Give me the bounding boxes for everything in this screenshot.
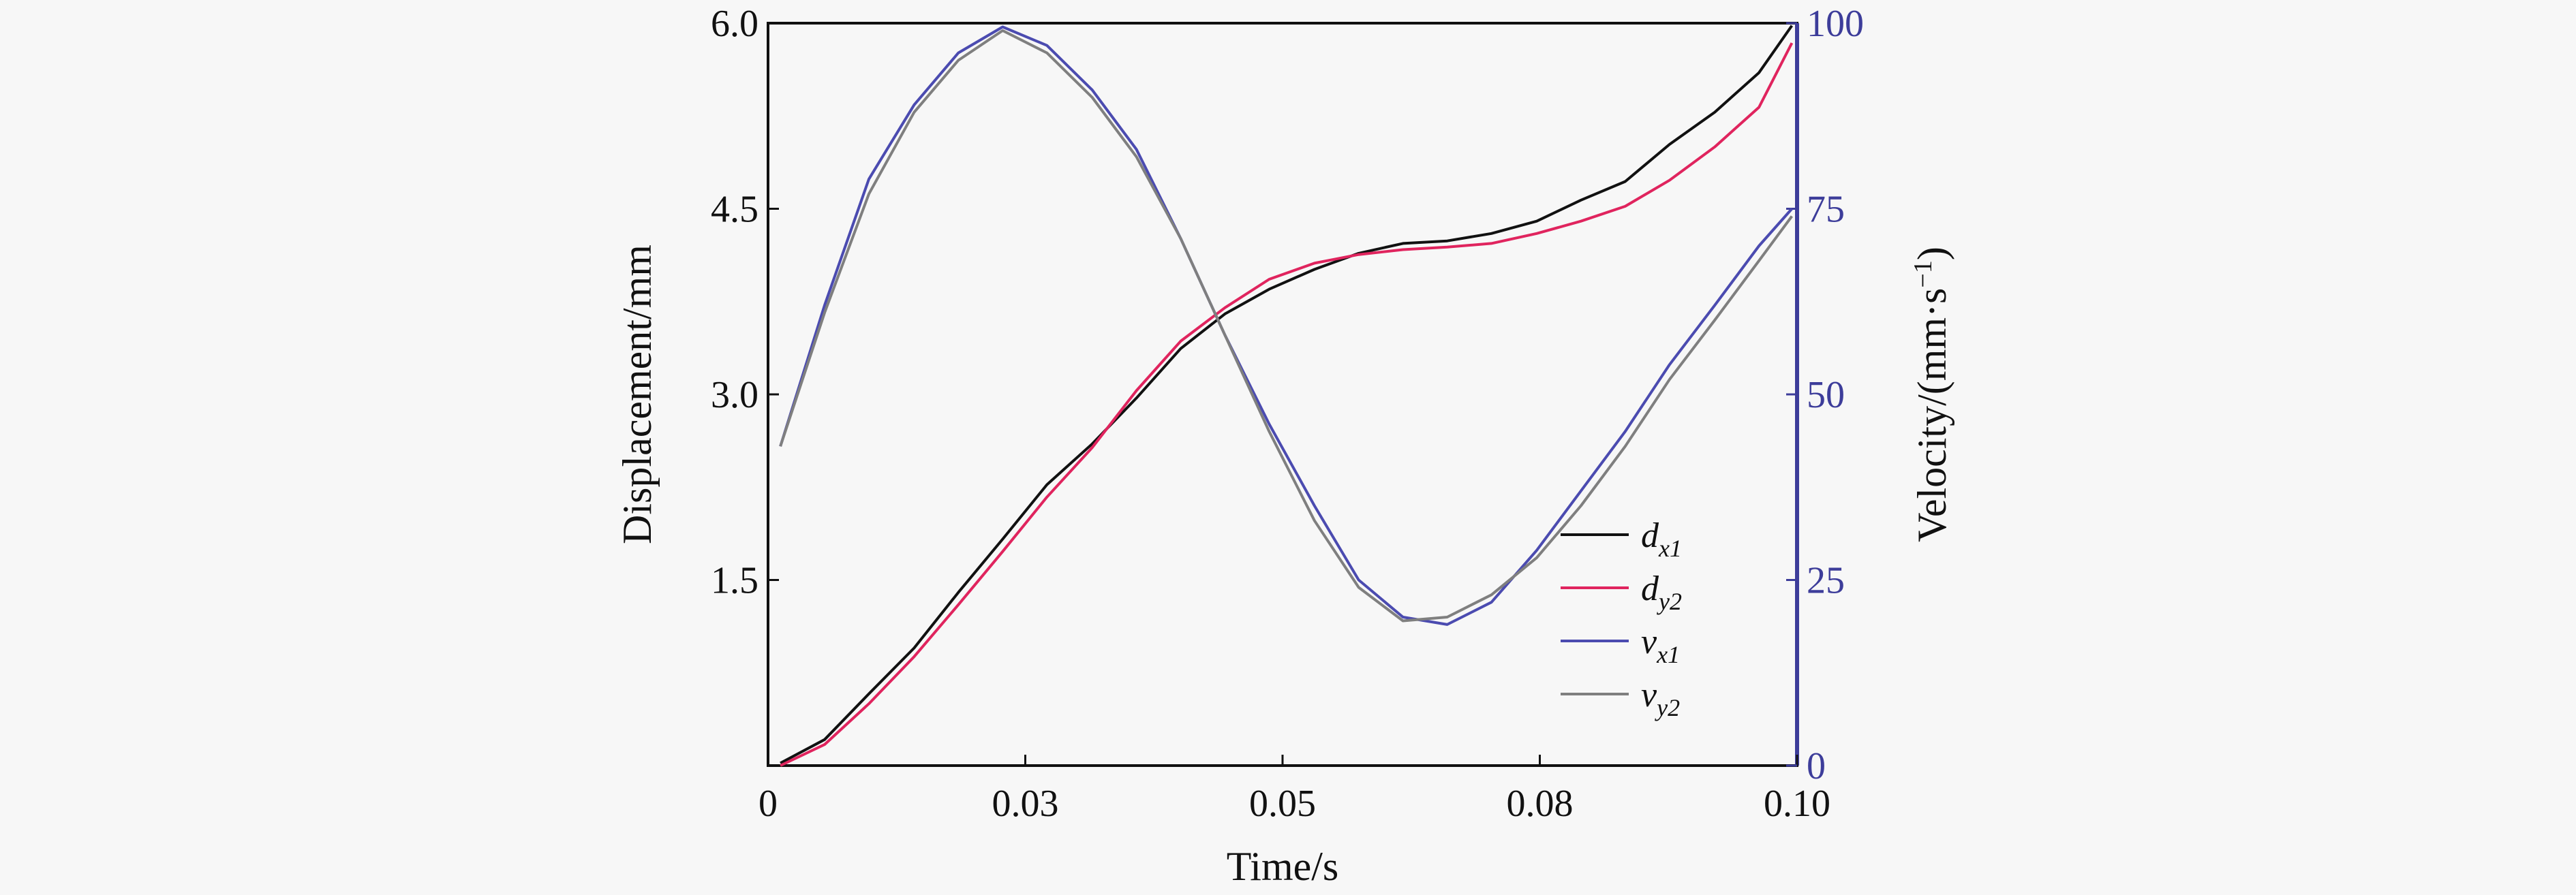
series-line-vy2 — [779, 29, 1794, 623]
legend-label-main: d — [1641, 569, 1659, 608]
series-line-vx1 — [779, 25, 1793, 626]
series-line-dx1 — [780, 25, 1794, 765]
y-right-axis-title: Velocity/(mm·s−1) — [1909, 247, 1954, 542]
y-left-tick-label: 3.0 — [711, 374, 758, 416]
legend-label-dy2: dy2 — [1641, 569, 1682, 615]
y-left-tick-label: 4.5 — [711, 189, 758, 231]
y-right-axis-title-sup: −1 — [1909, 260, 1937, 287]
y-right-tick-label: 25 — [1807, 560, 1845, 602]
legend-label-main: v — [1641, 676, 1657, 715]
y-right-tick-label: 50 — [1807, 374, 1845, 416]
x-tick-label: 0.10 — [1764, 783, 1830, 825]
y-right-tick-label: 75 — [1807, 189, 1845, 231]
y-right-tick-label: 0 — [1807, 745, 1826, 787]
y-right-tick-label: 100 — [1807, 3, 1864, 45]
legend-label-main: v — [1641, 623, 1657, 661]
legend-label-main: d — [1641, 516, 1659, 555]
y-left-tick-label: 1.5 — [711, 560, 758, 602]
y-left-tick-label: 6.0 — [711, 3, 758, 45]
x-tick-label: 0.03 — [992, 783, 1059, 825]
y-right-axis-title-main: Velocity/(mm·s — [1910, 288, 1954, 542]
series-group — [779, 25, 1794, 767]
legend-label-dx1: dx1 — [1641, 516, 1682, 562]
legend-label-sub: y2 — [1655, 694, 1680, 721]
tick-group: 0 0.03 0.05 0.08 0.10 1.5 3.0 4.5 6.0 0 25 50 75 100 — [711, 3, 1864, 825]
y-left-axis-title: Displacement/mm — [615, 245, 660, 544]
legend-label-vx1: vx1 — [1641, 623, 1680, 668]
legend-label-sub: x1 — [1656, 641, 1680, 668]
y-right-axis-title-close: ) — [1910, 247, 1954, 260]
x-axis-title: Time/s — [1227, 844, 1339, 889]
legend-label-sub: x1 — [1658, 535, 1682, 562]
x-tick-label: 0 — [758, 783, 778, 825]
x-tick-label: 0.08 — [1507, 783, 1574, 825]
series-line-dy2 — [780, 42, 1794, 767]
legend-label-vy2: vy2 — [1641, 676, 1680, 721]
x-tick-label: 0.05 — [1249, 783, 1316, 825]
legend-label-sub: y2 — [1657, 588, 1682, 615]
